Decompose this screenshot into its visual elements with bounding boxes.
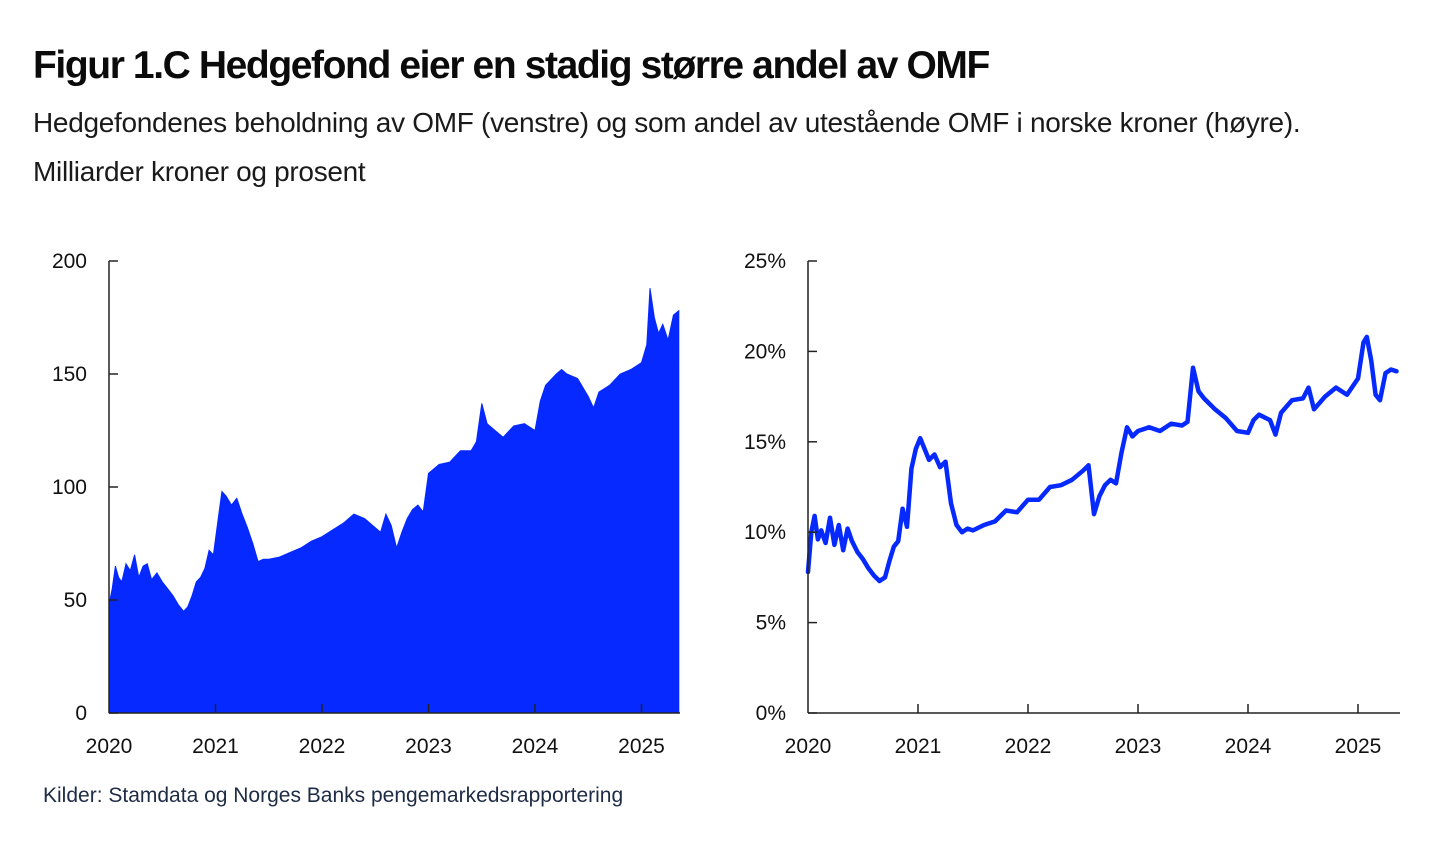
y-tick-label: 100 <box>52 476 87 499</box>
y-tick-label: 10% <box>744 521 786 544</box>
y-tick-label: 5% <box>756 612 786 635</box>
figure-title: Figur 1.C Hedgefond eier en stadig størr… <box>33 44 990 87</box>
x-tick-label: 2020 <box>785 735 832 758</box>
x-tick-label: 2024 <box>1225 735 1272 758</box>
source-note: Kilder: Stamdata og Norges Banks pengema… <box>43 784 624 807</box>
y-tick-label: 150 <box>52 363 87 386</box>
x-tick-label: 2023 <box>1115 735 1162 758</box>
left-chart-holdings: 0 50 100 150 200 2020 2021 2022 2023 2024 2025 <box>52 250 680 758</box>
figure-subtitle: Hedgefondenes beholdning av OMF (venstre… <box>33 107 1301 187</box>
y-tick-label: 20% <box>744 340 786 363</box>
y-tick-label: 0 <box>75 702 87 725</box>
series-area <box>108 288 680 714</box>
y-tick-label: 15% <box>744 431 786 454</box>
x-tick-label: 2025 <box>618 735 665 758</box>
x-tick-label: 2024 <box>512 735 559 758</box>
y-tick-label: 200 <box>52 250 87 273</box>
x-tick-label: 2021 <box>192 735 239 758</box>
y-tick-label: 0% <box>756 702 786 725</box>
x-tick-label: 2025 <box>1335 735 1382 758</box>
y-tick-label: 50 <box>64 589 87 612</box>
x-tick-label: 2020 <box>86 735 133 758</box>
x-tick-label: 2022 <box>299 735 346 758</box>
x-tick-label: 2022 <box>1005 735 1052 758</box>
y-tick-label: 25% <box>744 250 786 273</box>
right-chart-share: 0% 5% 10% 15% 20% 25% 2020 2021 2022 2023 2024 2025 <box>744 250 1400 758</box>
series-line <box>805 334 1399 584</box>
x-tick-label: 2021 <box>895 735 942 758</box>
x-tick-label: 2023 <box>405 735 452 758</box>
